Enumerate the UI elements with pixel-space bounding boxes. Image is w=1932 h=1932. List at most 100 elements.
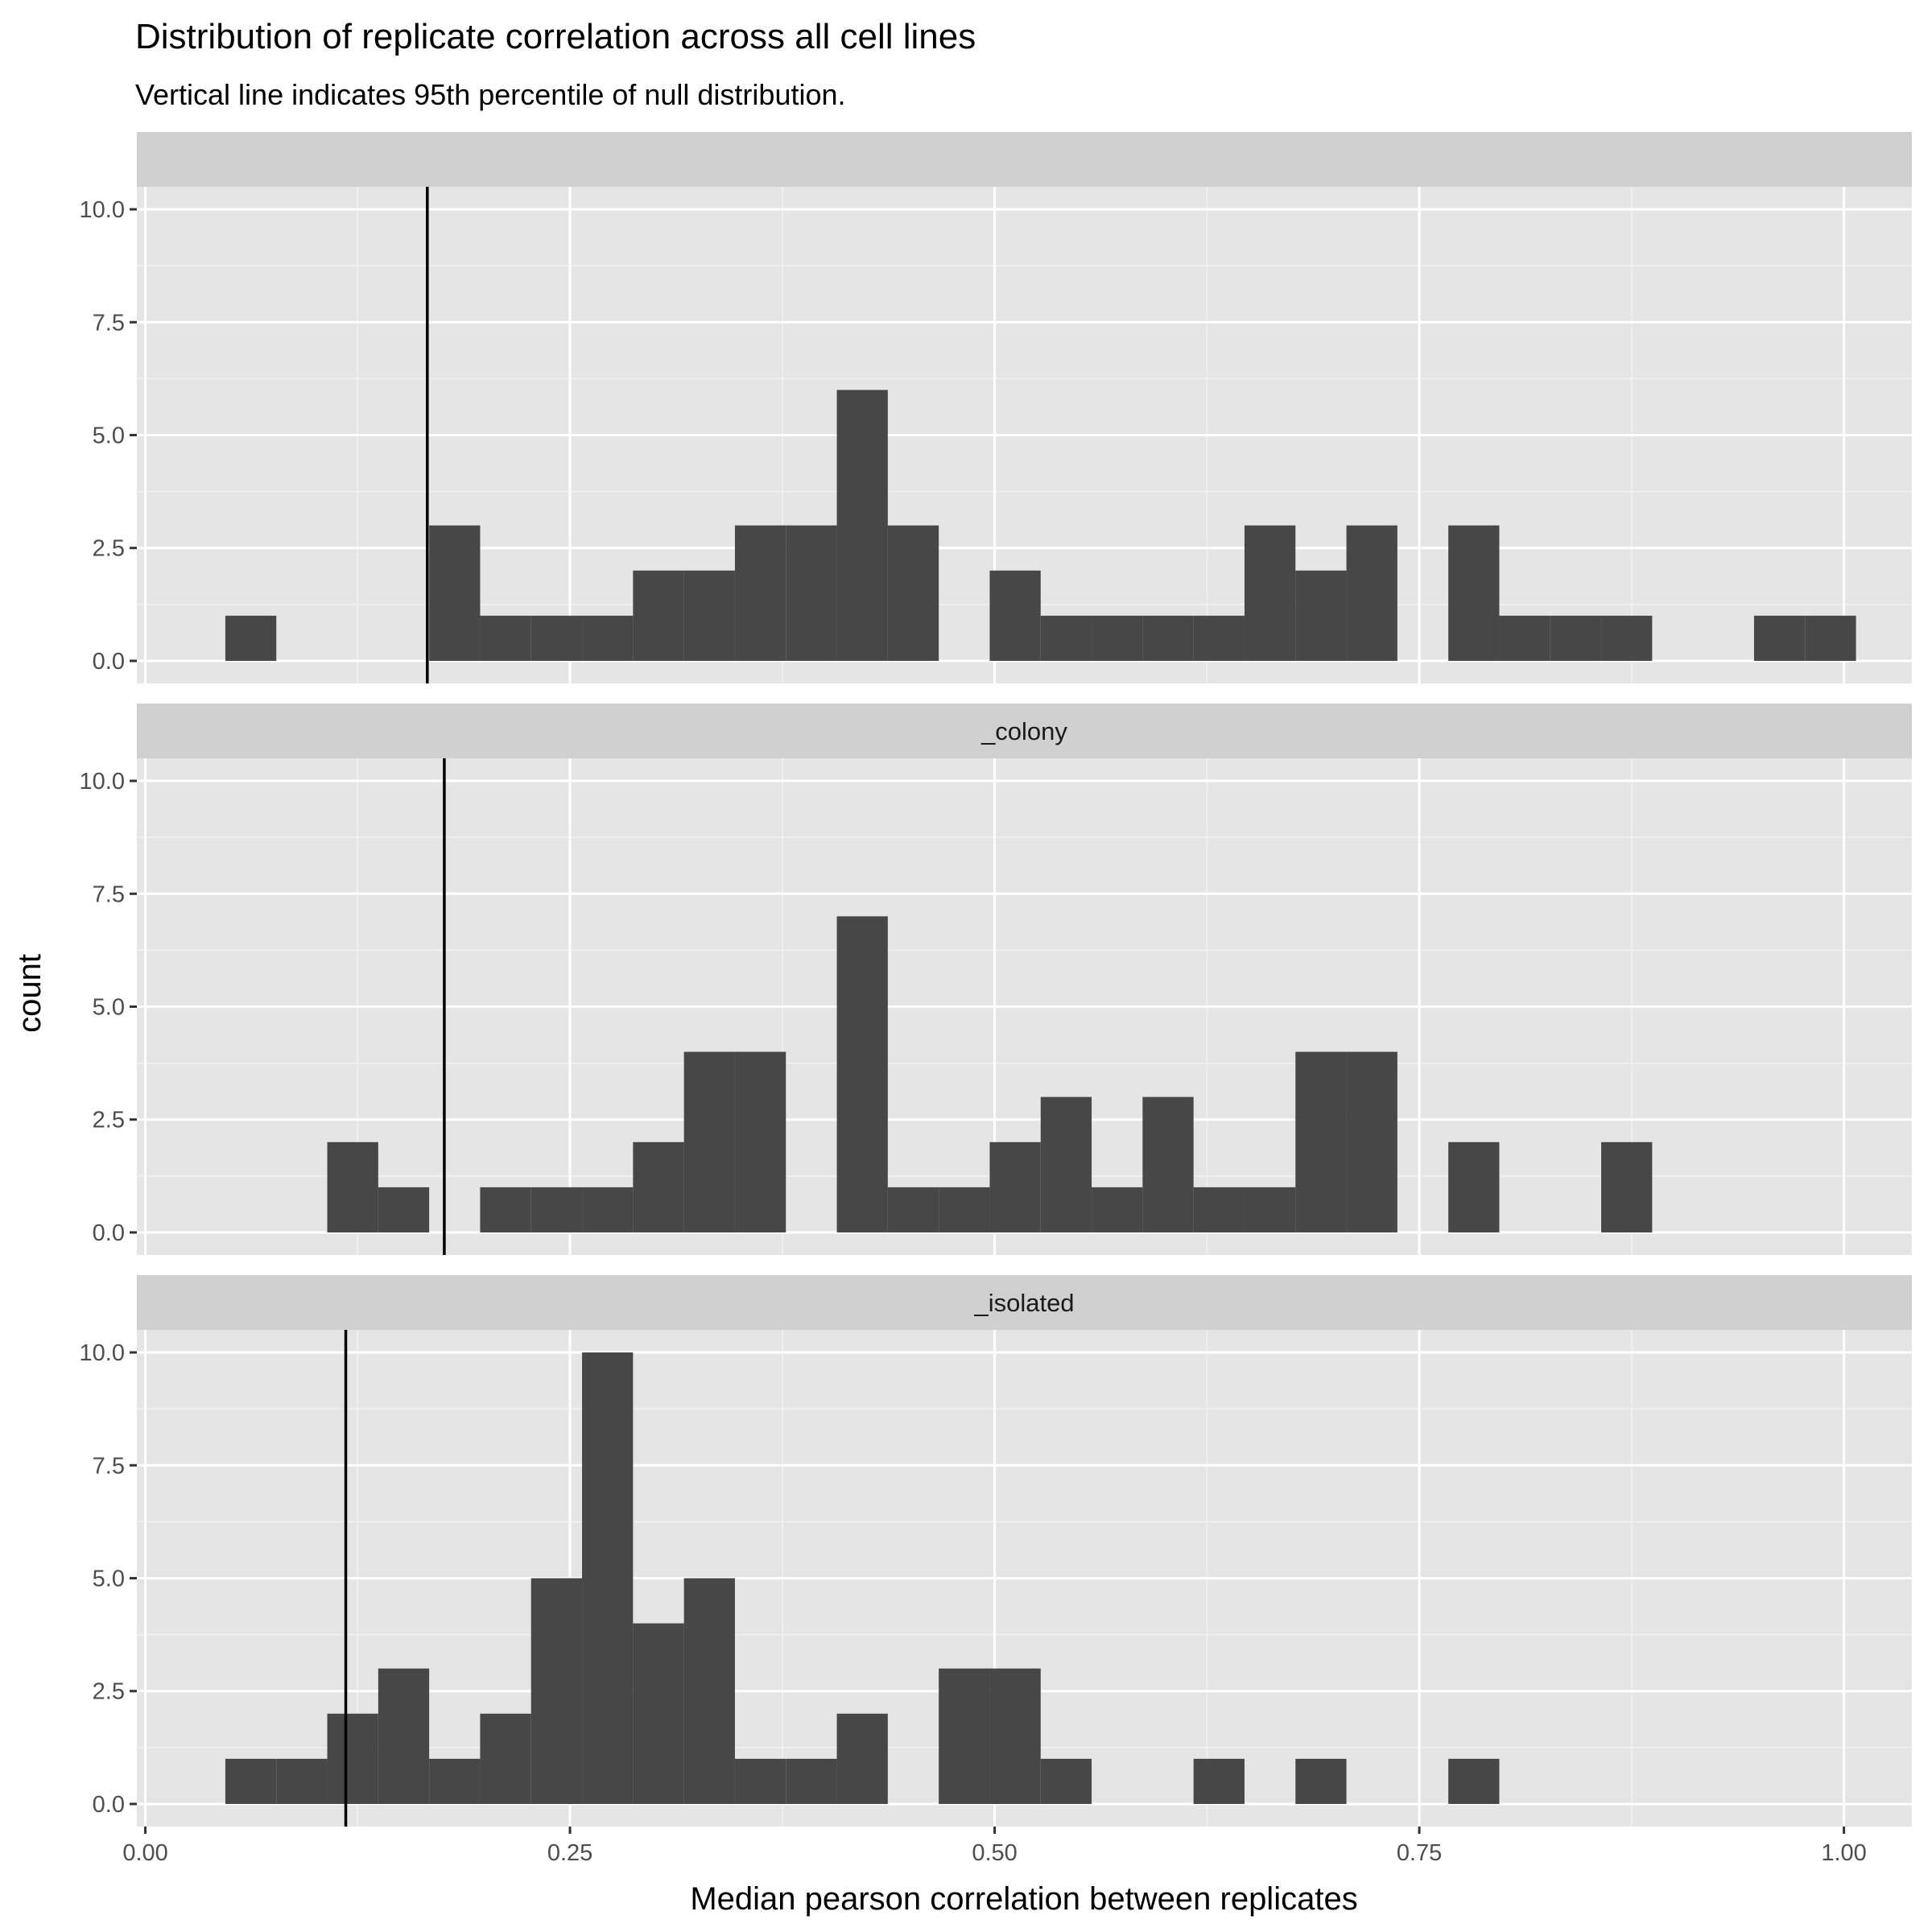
histogram-bar <box>1448 525 1500 661</box>
histogram-bar <box>734 1051 786 1232</box>
histogram-bar <box>1550 615 1602 661</box>
histogram-bar <box>734 1758 786 1804</box>
y-tick-label: 5.0 <box>93 995 125 1021</box>
facet-strip <box>137 132 1912 187</box>
histogram-bar <box>1142 1096 1194 1232</box>
histogram-bar <box>1193 1758 1245 1804</box>
histogram-bar <box>633 1141 684 1232</box>
y-tick-label: 5.0 <box>93 423 125 449</box>
histogram-bar <box>582 1352 634 1804</box>
histogram-bar <box>1040 1096 1092 1232</box>
histogram-bar <box>429 1758 481 1804</box>
facet-panel: 0.0 2.5 5.0 7.5 10.0 <box>80 132 1912 683</box>
facet-strip <box>137 704 1912 758</box>
chart-subtitle: Vertical line indicates 95th percentile … <box>135 78 846 111</box>
histogram-bar <box>327 1141 378 1232</box>
y-axis-title: count <box>12 954 47 1033</box>
histogram-bar <box>683 570 735 661</box>
histogram-bar <box>530 615 583 661</box>
y-tick-label: 2.5 <box>93 1108 125 1133</box>
histogram-bar <box>1193 615 1245 661</box>
histogram-bar <box>1040 615 1092 661</box>
histogram-bar <box>480 615 531 661</box>
histogram-bar <box>1753 615 1806 661</box>
y-tick-label: 0.0 <box>93 649 125 675</box>
histogram-bar <box>734 525 786 661</box>
histogram-bar <box>582 615 634 661</box>
y-tick-label: 10.0 <box>80 197 125 223</box>
histogram-bar <box>276 1758 328 1804</box>
histogram-bar <box>887 1187 939 1232</box>
histogram-bar <box>1448 1758 1500 1804</box>
histogram-bar <box>786 525 837 661</box>
histogram-bar <box>582 1187 634 1232</box>
histogram-bar <box>633 1623 684 1804</box>
facet-strip-label: _colony <box>980 717 1067 745</box>
histogram-bar <box>836 1713 888 1804</box>
histogram-bar <box>1805 615 1856 661</box>
y-tick-label: 7.5 <box>93 881 125 907</box>
histogram-bar <box>1040 1758 1092 1804</box>
histogram-bar <box>1346 525 1397 661</box>
histogram-bar <box>225 615 277 661</box>
facet-panels: 0.02.55.07.510.0_colony0.02.55.07.510.0_… <box>80 132 1912 1827</box>
facet-strip <box>137 1275 1912 1330</box>
x-tick-label: 0.50 <box>972 1840 1017 1866</box>
histogram-bar <box>786 1758 837 1804</box>
histogram-bar <box>480 1187 531 1232</box>
histogram-bar <box>327 1713 378 1804</box>
histogram-bar <box>989 570 1041 661</box>
y-tick-label: 5.0 <box>93 1567 125 1592</box>
facet-panel: _colony 0.0 2.5 5.0 7.5 10.0 <box>80 704 1912 1255</box>
histogram-bar <box>1601 1141 1653 1232</box>
histogram-bar <box>1092 615 1143 661</box>
y-tick-label: 0.0 <box>93 1792 125 1818</box>
histogram-bar <box>530 1187 583 1232</box>
y-tick-label: 10.0 <box>80 769 125 795</box>
histogram-bar <box>1244 525 1296 661</box>
x-tick-label: 0.75 <box>1397 1840 1442 1866</box>
facet-panel: _isolated 0.0 2.5 5.0 7.5 10.0 <box>80 1275 1912 1827</box>
histogram-bar <box>683 1051 735 1232</box>
histogram-bar <box>225 1758 277 1804</box>
histogram-bar <box>378 1668 430 1804</box>
x-axis-title: Median pearson correlation between repli… <box>690 1881 1357 1917</box>
x-tick-label: 0.25 <box>547 1840 592 1866</box>
y-tick-label: 7.5 <box>93 310 125 336</box>
histogram-bar <box>836 390 888 661</box>
histogram-bar <box>1142 615 1194 661</box>
histogram-bar <box>683 1578 735 1804</box>
histogram-bar <box>1499 615 1550 661</box>
histogram-bar <box>1346 1051 1397 1232</box>
histogram-bar <box>1295 1051 1347 1232</box>
histogram-bar <box>1295 1758 1347 1804</box>
histogram-bar <box>939 1668 990 1804</box>
histogram-bar <box>429 525 481 661</box>
y-tick-label: 2.5 <box>93 536 125 562</box>
histogram-bar <box>1193 1187 1245 1232</box>
histogram-bar <box>836 916 888 1232</box>
histogram-bar <box>939 1187 990 1232</box>
histogram-bar <box>480 1713 531 1804</box>
histogram-bar <box>1092 1187 1143 1232</box>
facet-strip-label: _isolated <box>973 1289 1074 1317</box>
chart-title: Distribution of replicate correlation ac… <box>135 17 976 56</box>
y-tick-label: 10.0 <box>80 1340 125 1366</box>
x-tick-label: 0.00 <box>122 1840 167 1866</box>
y-tick-label: 2.5 <box>93 1679 125 1705</box>
histogram-bar <box>887 525 939 661</box>
histogram-bar <box>1295 570 1347 661</box>
histogram-bar <box>530 1578 583 1804</box>
histogram-bar <box>1448 1141 1500 1232</box>
y-tick-label: 7.5 <box>93 1453 125 1479</box>
x-axis: 0.00 0.25 0.50 0.75 1.00 <box>122 1827 1867 1866</box>
histogram-bar <box>633 570 684 661</box>
histogram-bar <box>378 1187 430 1232</box>
y-tick-label: 0.0 <box>93 1220 125 1246</box>
histogram-bar <box>989 1141 1041 1232</box>
histogram-bar <box>1601 615 1653 661</box>
histogram-bar <box>1244 1187 1296 1232</box>
histogram-bar <box>989 1668 1041 1804</box>
x-tick-label: 1.00 <box>1821 1840 1866 1866</box>
